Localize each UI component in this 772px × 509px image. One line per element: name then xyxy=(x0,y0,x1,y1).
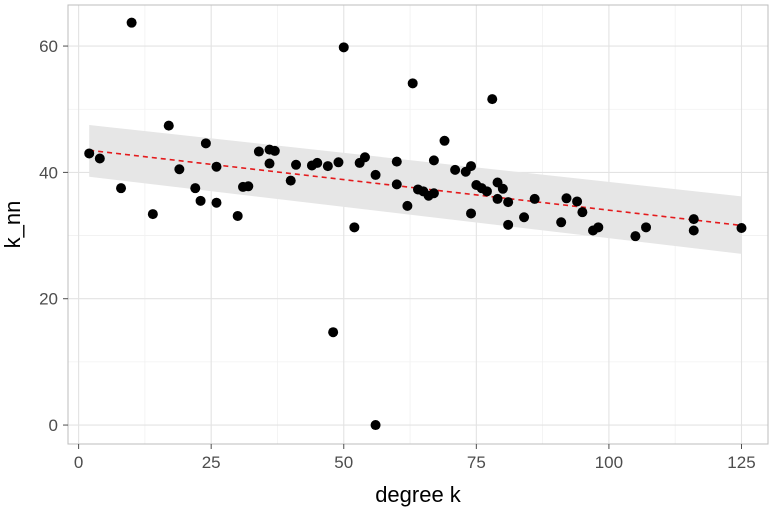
data-point xyxy=(200,138,211,149)
data-point xyxy=(630,231,641,242)
data-point xyxy=(428,188,439,199)
data-point xyxy=(439,135,450,146)
data-point xyxy=(163,120,174,131)
data-point xyxy=(529,193,540,204)
data-point xyxy=(285,175,296,186)
data-point xyxy=(466,161,477,172)
data-point xyxy=(211,197,222,208)
x-axis: 0 25 50 75 100 125 xyxy=(74,444,756,472)
data-point xyxy=(116,183,127,194)
x-tick-label: 50 xyxy=(334,453,353,472)
data-point xyxy=(503,197,514,208)
data-point xyxy=(322,161,333,172)
data-point xyxy=(497,183,508,194)
data-point xyxy=(338,42,349,53)
data-point xyxy=(370,420,381,431)
data-point xyxy=(407,78,418,89)
data-point xyxy=(211,161,222,172)
data-point xyxy=(736,222,747,233)
data-point xyxy=(269,145,280,156)
data-point xyxy=(466,208,477,219)
x-tick-label: 125 xyxy=(727,453,755,472)
data-point xyxy=(641,222,652,233)
data-point xyxy=(174,164,185,175)
data-point xyxy=(593,222,604,233)
data-point xyxy=(492,193,503,204)
data-point xyxy=(556,217,567,228)
x-tick-label: 100 xyxy=(595,453,623,472)
data-point xyxy=(359,152,370,163)
data-point xyxy=(195,195,206,206)
data-point xyxy=(688,214,699,225)
data-point xyxy=(264,158,275,169)
data-point xyxy=(402,200,413,211)
data-point xyxy=(147,209,158,220)
y-axis-title: k_nn xyxy=(0,201,25,249)
data-point xyxy=(232,210,243,221)
data-point xyxy=(487,94,498,105)
data-point xyxy=(503,219,514,230)
x-axis-title: degree k xyxy=(375,482,462,507)
data-points xyxy=(84,17,747,431)
data-point xyxy=(577,207,588,218)
y-tick-label: 40 xyxy=(39,163,58,182)
y-tick-label: 60 xyxy=(39,37,58,56)
data-point xyxy=(391,179,402,190)
data-point xyxy=(243,181,254,192)
data-point xyxy=(450,164,461,175)
data-point xyxy=(370,169,381,180)
data-point xyxy=(94,153,105,164)
data-point xyxy=(190,183,201,194)
data-point xyxy=(291,159,302,170)
data-point xyxy=(84,148,95,159)
y-axis: 0 20 40 60 xyxy=(39,37,68,435)
data-point xyxy=(328,327,339,338)
data-point xyxy=(688,225,699,236)
data-point xyxy=(428,155,439,166)
x-tick-label: 0 xyxy=(74,453,83,472)
y-tick-label: 20 xyxy=(39,290,58,309)
plot-panel-border xyxy=(67,4,769,445)
data-point xyxy=(312,157,323,168)
data-point xyxy=(561,193,572,204)
data-point xyxy=(333,157,344,168)
data-point xyxy=(349,222,360,233)
data-point xyxy=(253,146,264,157)
x-tick-label: 75 xyxy=(467,453,486,472)
data-point xyxy=(391,156,402,167)
data-point xyxy=(519,212,530,223)
data-point xyxy=(126,17,137,28)
y-tick-label: 0 xyxy=(49,416,58,435)
data-point xyxy=(481,186,492,197)
x-tick-label: 25 xyxy=(202,453,221,472)
data-point xyxy=(572,196,583,207)
